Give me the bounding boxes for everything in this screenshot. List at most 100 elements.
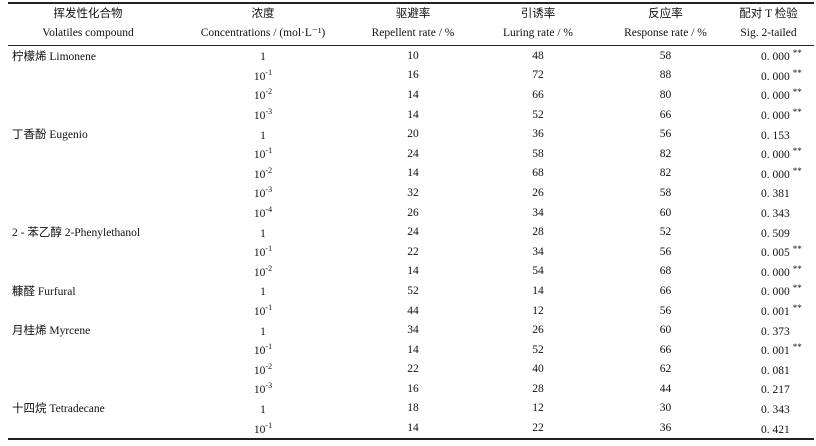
luring-rate-cell: 26 — [532, 186, 544, 199]
luring-rate-cell: 72 — [532, 69, 544, 82]
response-rate-cell: 66 — [659, 108, 672, 121]
concentration-cell: 1 — [168, 124, 358, 144]
repellent-rate-cell: 10 — [407, 49, 419, 62]
significance-cell: 0. 153 — [723, 124, 814, 144]
concentration-cell: 10-3 — [168, 183, 358, 203]
concentration-base: 10 — [253, 110, 266, 123]
concentration-exponent: -3 — [265, 185, 273, 195]
concentration-exponent: -2 — [265, 165, 273, 175]
header-compound-cn: 挥发性化合物 — [53, 8, 123, 20]
concentration-cell: 10-4 — [168, 203, 358, 223]
concentration-exponent: -2 — [265, 361, 273, 371]
concentration-exponent: -3 — [265, 381, 273, 391]
concentration-exponent: -2 — [265, 263, 273, 273]
header-repellent-cn: 驱避率 — [395, 8, 431, 20]
concentration-base: 10 — [253, 423, 266, 436]
significance-cell: 0. 000 ** — [723, 46, 814, 66]
luring-rate-cell: 52 — [532, 108, 544, 121]
concentration-exponent: -4 — [265, 205, 273, 215]
significance-stars: ** — [792, 48, 802, 59]
significance-cell: 0. 081 — [723, 360, 814, 380]
significance-value: 0. 373 — [761, 325, 790, 338]
concentration-base: 10 — [253, 188, 266, 201]
concentration-exponent: -2 — [265, 87, 273, 97]
concentration-exponent: -1 — [265, 244, 273, 254]
concentration-cell: 10-1 — [168, 418, 358, 439]
concentration-base: 10 — [253, 306, 266, 319]
concentration-base: 1 — [260, 129, 266, 142]
header-concentration-en: Concentrations / (mol·L⁻¹) — [200, 27, 326, 39]
concentration-base: 1 — [260, 51, 266, 64]
concentration-cell: 10-1 — [168, 144, 358, 164]
significance-stars: ** — [792, 107, 802, 118]
compound-cell: 糠醛 Furfural — [12, 285, 76, 298]
concentration-cell: 1 — [168, 320, 358, 340]
luring-rate-cell: 58 — [532, 147, 544, 160]
concentration-cell: 10-1 — [168, 340, 358, 360]
significance-cell: 0. 000 ** — [723, 262, 814, 282]
response-rate-cell: 66 — [659, 343, 672, 356]
concentration-base: 10 — [253, 345, 266, 358]
repellent-rate-cell: 14 — [407, 108, 419, 121]
table-row: 10-1 44 12 56 0. 001 ** — [8, 301, 814, 321]
significance-cell: 0. 000 ** — [723, 105, 814, 125]
significance-stars: ** — [792, 342, 802, 353]
concentration-base: 10 — [253, 384, 266, 397]
significance-value: 0. 153 — [761, 129, 790, 142]
concentration-base: 10 — [253, 149, 266, 162]
repellent-rate-cell: 16 — [407, 382, 419, 395]
concentration-base: 10 — [253, 90, 266, 103]
table-row: 10-2 14 66 80 0. 000 ** — [8, 85, 814, 105]
luring-rate-cell: 52 — [532, 343, 544, 356]
response-rate-cell: 66 — [659, 284, 672, 297]
significance-cell: 0. 005 ** — [723, 242, 814, 262]
table-row: 糠醛 Furfural 1 52 14 66 0. 000 ** — [8, 281, 814, 301]
repellent-rate-cell: 44 — [407, 304, 419, 317]
concentration-exponent: -1 — [265, 342, 273, 352]
header-sig-en: Sig. 2-tailed — [740, 27, 797, 39]
significance-stars: ** — [792, 146, 802, 157]
response-rate-cell: 56 — [659, 304, 672, 317]
significance-value: 0. 381 — [761, 188, 790, 201]
repellent-rate-cell: 52 — [407, 284, 419, 297]
luring-rate-cell: 14 — [532, 284, 544, 297]
response-rate-cell: 44 — [659, 382, 672, 395]
luring-rate-cell: 54 — [532, 265, 544, 278]
compound-cell — [8, 418, 168, 439]
response-rate-cell: 52 — [659, 226, 672, 239]
concentration-cell: 1 — [168, 222, 358, 242]
compound-cell — [8, 242, 168, 262]
concentration-cell: 10-2 — [168, 360, 358, 380]
significance-cell: 0. 001 ** — [723, 301, 814, 321]
response-rate-cell: 60 — [659, 206, 672, 219]
response-rate-cell: 88 — [659, 69, 672, 82]
luring-rate-cell: 68 — [532, 167, 544, 180]
table-row: 10-1 14 22 36 0. 421 — [8, 418, 814, 439]
compound-cell — [8, 340, 168, 360]
concentration-base: 10 — [253, 364, 266, 377]
repellent-rate-cell: 20 — [407, 128, 419, 141]
concentration-base: 10 — [253, 266, 266, 279]
luring-rate-cell: 28 — [532, 382, 544, 395]
significance-value: 0. 000 — [761, 168, 790, 181]
significance-value: 0. 001 — [761, 306, 790, 319]
concentration-cell: 1 — [168, 46, 358, 66]
compound-cell — [8, 85, 168, 105]
luring-rate-cell: 40 — [532, 363, 544, 376]
significance-value: 0. 000 — [761, 51, 790, 64]
significance-stars: ** — [792, 165, 802, 176]
table-row: 月桂烯 Myrcene 1 34 26 60 0. 373 — [8, 320, 814, 340]
header-luring-en: Luring rate / % — [503, 27, 573, 39]
response-rate-cell: 82 — [659, 167, 672, 180]
significance-stars: ** — [792, 303, 802, 314]
header-compound-en: Volatiles compound — [42, 27, 134, 39]
compound-cell — [8, 379, 168, 399]
table-row: 10-3 14 52 66 0. 000 ** — [8, 105, 814, 125]
significance-cell: 0. 000 ** — [723, 144, 814, 164]
repellent-rate-cell: 14 — [407, 422, 419, 435]
concentration-exponent: -1 — [265, 67, 273, 77]
table-row: 10-2 14 54 68 0. 000 ** — [8, 262, 814, 282]
compound-cell — [8, 360, 168, 380]
significance-value: 0. 000 — [761, 149, 790, 162]
table-row: 柠檬烯 Limonene 1 10 48 58 0. 000 ** — [8, 46, 814, 66]
